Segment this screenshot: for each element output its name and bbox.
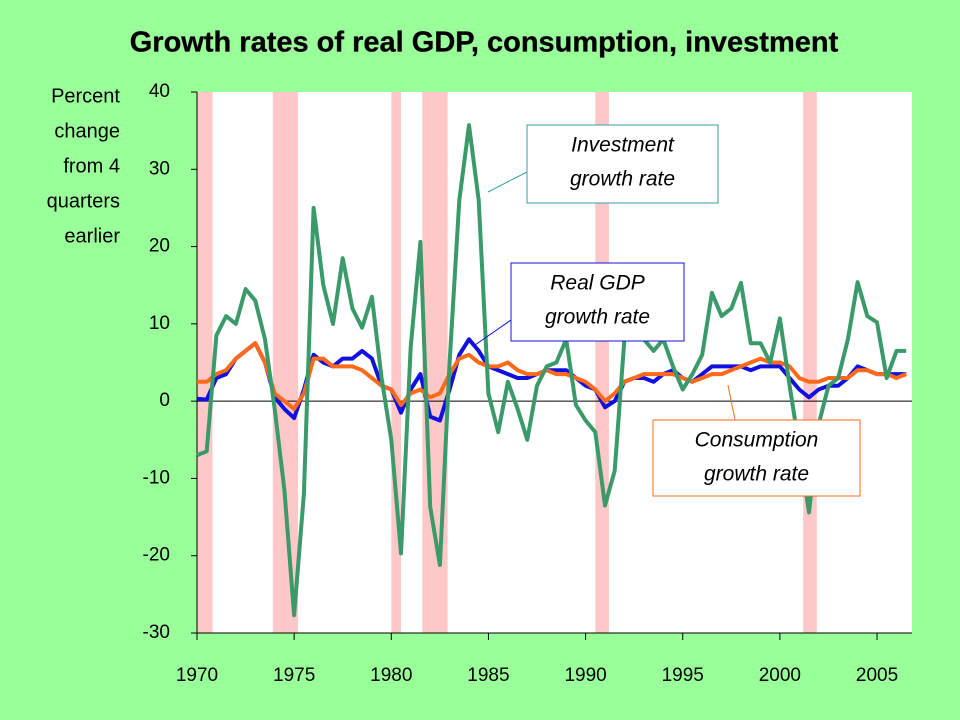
y-tick-label: 20 bbox=[149, 236, 170, 257]
series-line bbox=[196, 123, 907, 618]
y-tick-label: 10 bbox=[149, 313, 170, 334]
recession-band bbox=[391, 92, 402, 633]
x-tick-label: 1970 bbox=[176, 665, 218, 686]
x-tick-label: 1975 bbox=[273, 665, 315, 686]
x-tick-label: 2000 bbox=[759, 665, 801, 686]
x-tick-label: 1990 bbox=[564, 665, 606, 686]
annotation-text: Consumption bbox=[695, 429, 819, 452]
y-tick-label: -20 bbox=[143, 545, 170, 566]
annotation-text: growth rate bbox=[704, 463, 809, 486]
annotation-text: growth rate bbox=[570, 168, 675, 191]
x-tick-label: 1995 bbox=[662, 665, 704, 686]
y-tick-label: 30 bbox=[149, 158, 170, 179]
y-tick-label: -10 bbox=[143, 467, 170, 488]
recession-band bbox=[197, 92, 213, 633]
annotation-leader bbox=[727, 384, 736, 421]
y-axis-label: earlier bbox=[64, 225, 120, 247]
y-tick-label: 0 bbox=[159, 390, 170, 411]
chart-title: Growth rates of real GDP, consumption, i… bbox=[130, 27, 839, 59]
annotation-leader bbox=[474, 319, 512, 346]
recession-band bbox=[272, 92, 299, 633]
annotation-text: Real GDP bbox=[550, 272, 645, 295]
annotation-text: growth rate bbox=[545, 306, 650, 329]
x-tick-label: 2005 bbox=[856, 665, 898, 686]
y-axis-label: change bbox=[54, 120, 120, 142]
annotation-box bbox=[526, 124, 719, 204]
y-tick-label: 40 bbox=[149, 81, 170, 102]
annotation-box bbox=[652, 419, 861, 497]
annotation-text: Investment bbox=[571, 134, 675, 157]
recession-band bbox=[803, 92, 817, 633]
y-axis-label: quarters bbox=[47, 190, 120, 212]
y-axis-label: Percent bbox=[51, 85, 120, 107]
annotation-box bbox=[510, 262, 685, 342]
y-tick-label: -30 bbox=[143, 622, 170, 643]
y-axis-label: from 4 bbox=[63, 155, 120, 177]
annotation-leader bbox=[487, 171, 528, 193]
x-tick-label: 1980 bbox=[370, 665, 412, 686]
x-tick-label: 1985 bbox=[467, 665, 509, 686]
